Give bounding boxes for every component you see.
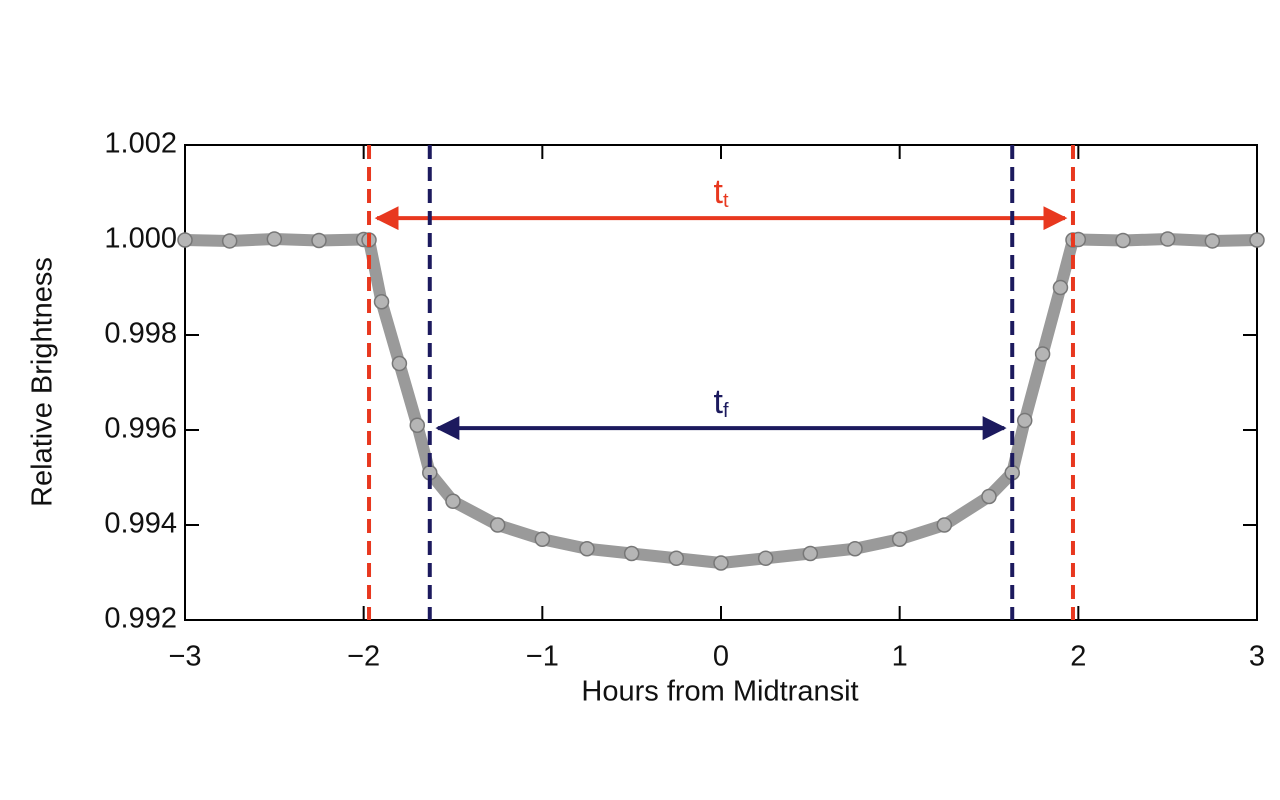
annotation-symbol: t: [713, 383, 723, 421]
data-point: [1016, 412, 1033, 429]
data-point: [1159, 231, 1176, 247]
y-tick-label: 0.996: [104, 413, 177, 445]
y-tick-label: 0.998: [104, 318, 177, 350]
data-point: [373, 294, 390, 310]
annotation-symbol: t: [713, 173, 723, 211]
data-point: [802, 545, 819, 562]
data-point: [1115, 232, 1131, 249]
data-point: [177, 232, 193, 248]
y-tick-label: 1.002: [104, 128, 177, 160]
x-tick-label: −1: [526, 641, 559, 673]
y-tick-label: 1.000: [104, 223, 177, 255]
data-point: [489, 517, 506, 533]
x-tick-label: 3: [1249, 641, 1265, 673]
data-point: [713, 555, 729, 571]
annotation-subscript: t: [723, 190, 729, 212]
y-axis-title: Relative Brightness: [27, 257, 59, 507]
data-point: [936, 517, 953, 533]
data-point: [1249, 232, 1265, 248]
x-tick-label: −3: [168, 641, 201, 673]
annotation-subscript: f: [723, 400, 729, 422]
annotation-label: tf: [713, 383, 728, 422]
data-point: [391, 355, 408, 372]
x-tick-label: 0: [713, 641, 729, 673]
data-point: [757, 550, 774, 566]
x-axis-title: Hours from Midtransit: [581, 676, 858, 708]
data-point: [311, 232, 327, 249]
data-point: [266, 231, 283, 247]
annotation-label: tt: [713, 173, 728, 212]
data-point: [623, 545, 640, 562]
data-point: [847, 541, 863, 557]
data-point: [1034, 346, 1051, 362]
y-tick-label: 0.992: [104, 603, 177, 635]
data-point: [445, 493, 461, 509]
data-point: [1052, 279, 1069, 296]
data-point: [668, 550, 685, 566]
x-tick-label: 2: [1070, 641, 1086, 673]
data-point: [221, 233, 238, 249]
x-tick-label: 1: [892, 641, 908, 673]
y-tick-label: 0.994: [104, 508, 177, 540]
data-point: [409, 417, 426, 433]
x-tick-label: −2: [347, 641, 380, 673]
data-point: [891, 531, 908, 547]
data-point: [981, 488, 997, 505]
data-point: [579, 541, 595, 557]
data-point: [1204, 233, 1221, 249]
data-point: [534, 531, 551, 547]
